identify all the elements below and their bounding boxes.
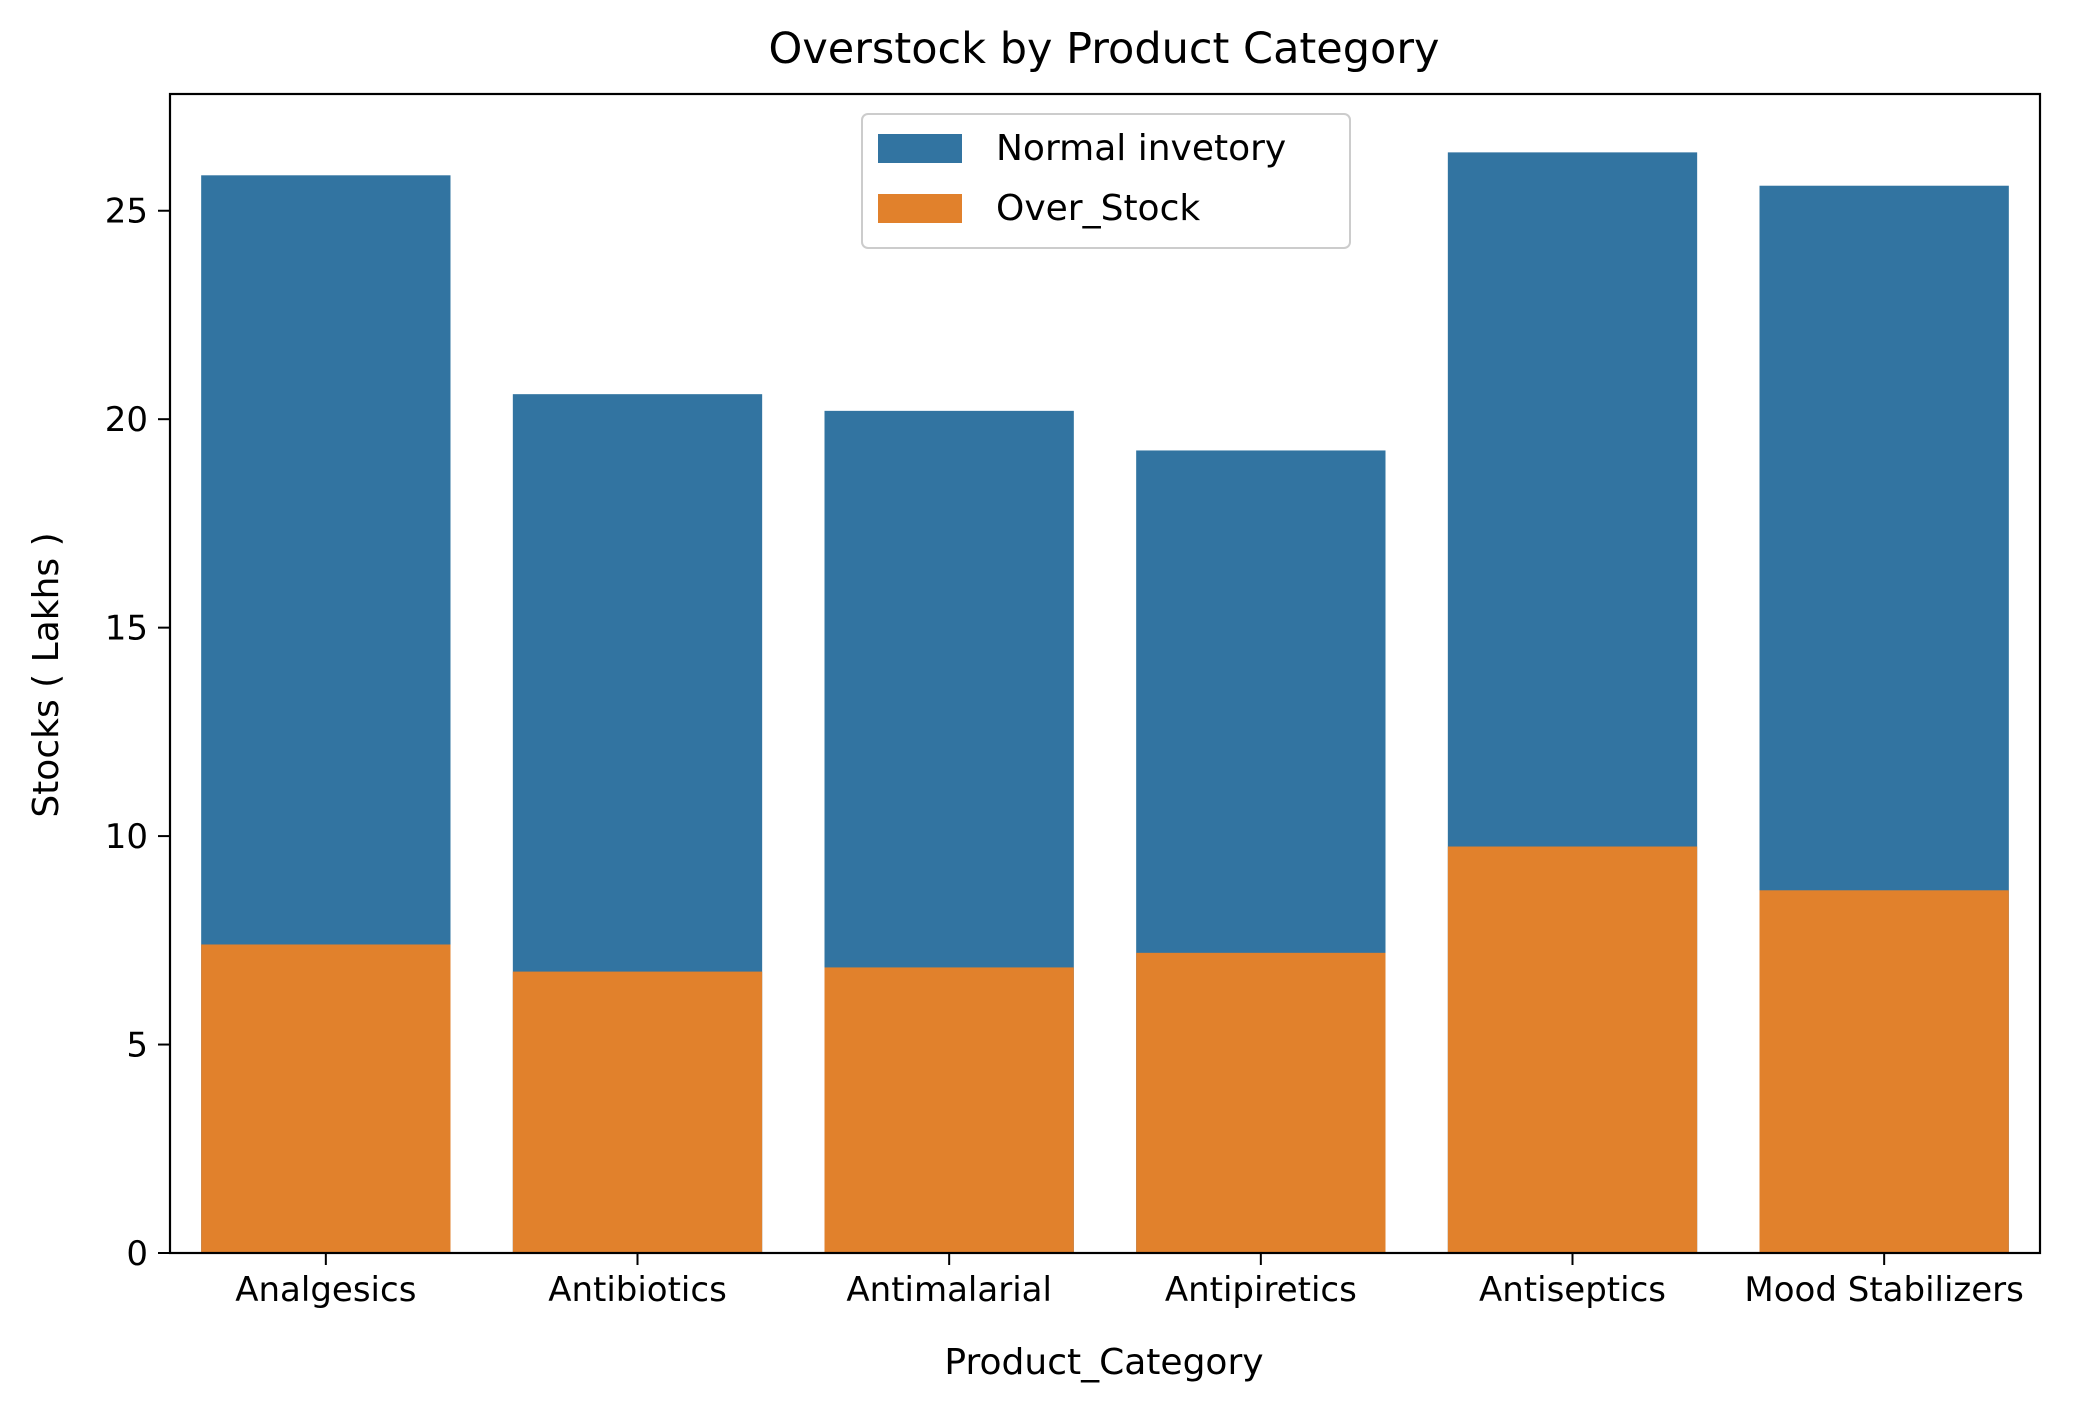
y-tick-label: 25 [105,192,148,232]
plot-frame [168,92,2042,1255]
bar-over-stock-antipiretics [1136,952,1386,1253]
axes-layer: 0 5 10 15 20 25 Analgesics Antibiotics Antimalar… [105,92,2042,1310]
y-axis-label: Stocks ( Lakhs ) [26,532,67,817]
legend: Normal invetory Over_Stock [861,113,1351,249]
legend-label: Normal invetory [996,128,1286,169]
legend-swatch [878,194,962,223]
bar-over-stock-antibiotics [512,971,763,1253]
x-tick-label: Mood Stabilizers [1744,1270,2023,1310]
legend-swatch [878,134,962,163]
chart-title: Overstock by Product Category [769,24,1440,74]
y-tick-label: 10 [105,817,148,857]
x-axis-label: Product_Category [944,1342,1263,1383]
legend-box [861,113,1351,249]
y-tick-label: 15 [105,609,148,649]
x-tick-label: Antimalarial [846,1270,1052,1310]
bar-over-stock-antiseptics [1447,846,1698,1253]
x-tick-label: Analgesics [235,1270,416,1310]
y-tick-label: 5 [126,1026,148,1066]
bars-layer [201,152,2009,1254]
bar-over-stock-analgesics [201,944,451,1253]
x-tick-label: Antibiotics [548,1270,727,1310]
bar-over-stock-mood-stabilizers [1759,890,2009,1253]
bar-over-stock-antimalarial [824,967,1074,1253]
x-tick-label: Antiseptics [1479,1270,1666,1310]
y-tick-label: 20 [105,400,148,440]
x-tick-label: Antipiretics [1165,1270,1357,1310]
legend-label: Over_Stock [996,188,1200,229]
y-tick-label: 0 [126,1234,148,1274]
